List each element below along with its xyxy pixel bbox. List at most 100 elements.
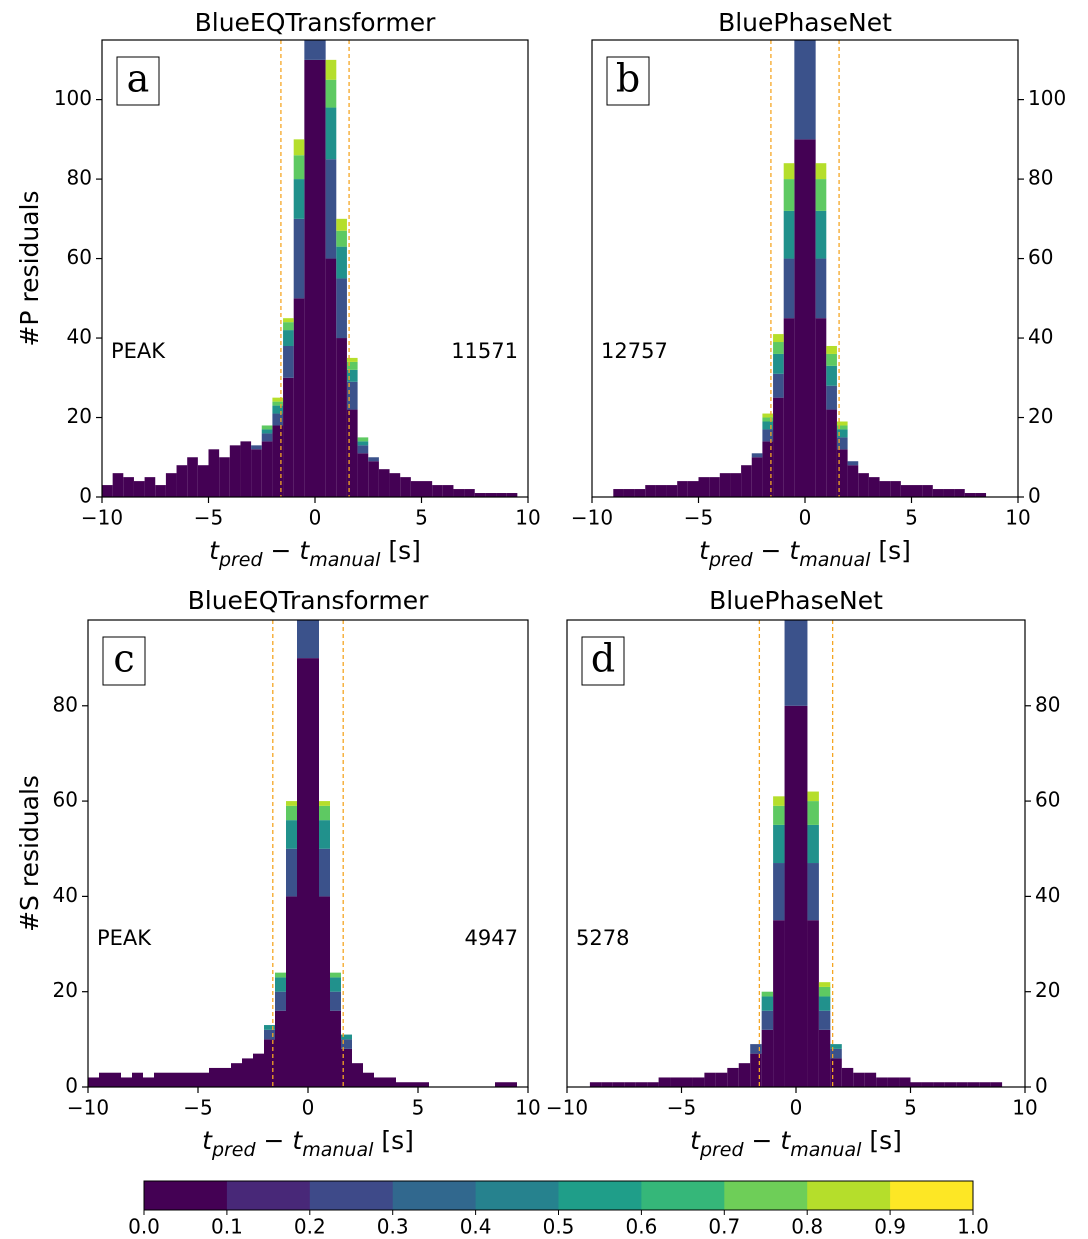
bar-segment (293, 218, 305, 299)
bar-segment (496, 493, 507, 497)
bar-segment (887, 1077, 900, 1087)
y-tick-label: 20 (53, 978, 78, 1002)
bar-segment (794, 139, 805, 497)
bar-segment (229, 445, 241, 497)
bar-segment (826, 409, 837, 497)
bar-segment (297, 658, 308, 1087)
bar-segment (341, 1039, 352, 1049)
bar-segment (818, 982, 831, 987)
bar-segment (123, 477, 134, 497)
bar-segment (286, 820, 297, 849)
bar-segment (807, 791, 819, 802)
bar-segment (967, 1082, 980, 1087)
bar-segment (762, 413, 774, 418)
y-tick-label: 60 (53, 788, 78, 812)
bar-segment (847, 461, 859, 466)
bar-segment (964, 493, 976, 497)
bar-segment (836, 437, 848, 450)
bar-segment (858, 473, 869, 497)
bar-segment (346, 369, 358, 382)
bar-segment (670, 1077, 682, 1087)
bar-segment (807, 824, 819, 864)
bar-segment (818, 986, 831, 997)
colorbar-segment (309, 1181, 394, 1210)
x-axis-label-part: t (780, 1126, 791, 1155)
colorbar-segment (807, 1181, 891, 1210)
y-tick-label: 0 (79, 484, 92, 508)
annotation: 5278 (576, 926, 629, 950)
panel-label: a (127, 57, 150, 101)
bar-segment (187, 1072, 198, 1087)
bar-segment (773, 373, 784, 398)
bar-segment (308, 620, 319, 659)
bar-segment (805, 40, 816, 140)
bar-segment (899, 1077, 911, 1087)
bar-segment (741, 465, 752, 497)
bar-segment (293, 179, 305, 219)
bar-segment (275, 1010, 286, 1087)
bar-segment (293, 298, 305, 497)
bar-segment (921, 1082, 934, 1087)
bar-segment (275, 977, 286, 992)
bar-segment (954, 489, 965, 497)
bar-segment (357, 437, 369, 442)
x-axis-label: tpred − tmanual [s] (699, 536, 911, 571)
x-tick-label: −5 (183, 1096, 212, 1120)
panel-label-box (606, 56, 650, 106)
plot-area (589, 620, 1003, 1087)
colorbar-tick-label: 0.5 (543, 1215, 575, 1239)
bar-segment (346, 381, 358, 410)
colorbar-segment (558, 1181, 642, 1210)
bar-segment (836, 425, 848, 430)
bar-segment (304, 40, 315, 60)
bar-segment (815, 318, 827, 497)
colorbar-tick-label: 0.1 (211, 1215, 243, 1239)
colorbar-segment (641, 1181, 725, 1210)
x-axis-label-part: manual (799, 549, 871, 571)
bar-segment (336, 278, 347, 339)
bar-segment (784, 620, 796, 706)
bar-segment (325, 258, 337, 497)
bar-segment (293, 155, 305, 180)
bar-segment (826, 385, 837, 410)
bar-segment (589, 1082, 602, 1087)
bar-segment (761, 1010, 774, 1030)
x-axis-label-part: t (209, 536, 220, 565)
bar-segment (762, 417, 774, 422)
colorbar-segment (226, 1181, 311, 1210)
x-axis-label: tpred − tmanual [s] (209, 536, 421, 571)
bar-segment (658, 1077, 671, 1087)
bar-segment (613, 489, 624, 497)
bar-segment (286, 896, 297, 1087)
bar-segment (261, 441, 273, 497)
bar-segment (890, 481, 901, 497)
bar-segment (773, 824, 785, 864)
bar-segment (944, 1082, 957, 1087)
bar-segment (330, 972, 341, 978)
bar-segment (783, 210, 795, 259)
bar-segment (251, 445, 262, 450)
bar-segment (368, 457, 379, 462)
bar-segment (807, 920, 819, 1087)
bar-segment (794, 40, 805, 140)
y-tick-label: 40 (1028, 325, 1053, 349)
bar-segment (922, 485, 933, 497)
bar-segment (830, 1058, 842, 1087)
bar-segment (389, 473, 401, 497)
bar-segment (773, 397, 784, 497)
y-tick-label: 80 (1028, 166, 1053, 190)
bar-segment (773, 342, 784, 354)
x-tick-label: 10 (1012, 1096, 1037, 1120)
bar-segment (275, 972, 286, 978)
bar-segment (773, 796, 785, 806)
bar-segment (612, 1082, 625, 1087)
bar-segment (474, 493, 486, 497)
bar-segment (442, 485, 454, 497)
bar-segment (363, 1072, 374, 1087)
bar-segment (830, 1048, 842, 1059)
bar-segment (400, 477, 411, 497)
y-tick-label: 80 (67, 166, 92, 190)
bar-segment (751, 453, 763, 458)
colorbar-tick-label: 0.8 (791, 1215, 823, 1239)
